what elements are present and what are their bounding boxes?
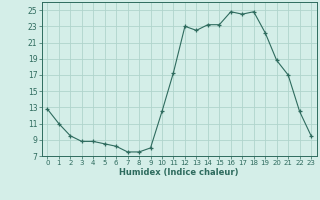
X-axis label: Humidex (Indice chaleur): Humidex (Indice chaleur) [119, 168, 239, 177]
